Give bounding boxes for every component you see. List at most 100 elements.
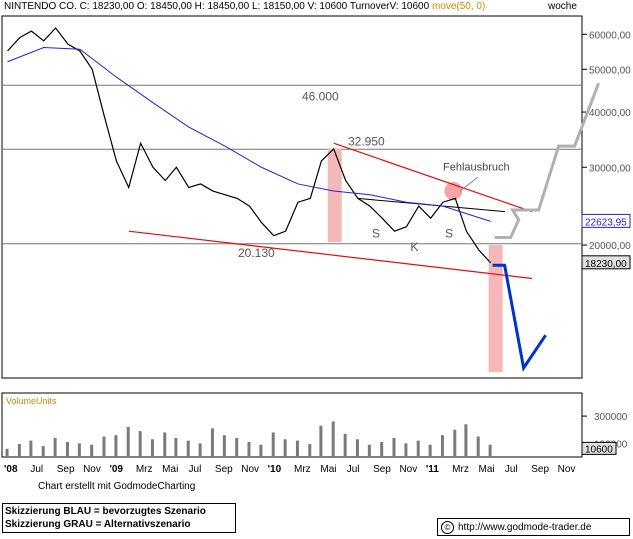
x-axis-label: Mrz <box>452 464 469 475</box>
blue-scenario-path <box>492 263 547 372</box>
volume-bar <box>77 443 81 457</box>
volume-bar <box>416 440 420 457</box>
level-label-46000: 46.000 <box>302 89 339 103</box>
price-tick-label: 60000,00 <box>589 30 631 41</box>
x-axis-label: Jul <box>189 464 202 475</box>
high-value: H: 18450,00 <box>194 1 250 12</box>
volume-bar <box>90 444 94 457</box>
turnover-value: TurnoverV: 10600 <box>349 1 430 12</box>
x-axis-label: Jul <box>505 464 518 475</box>
lower-trendline <box>128 230 533 280</box>
volume-bar <box>126 427 130 457</box>
volume-bar <box>163 432 167 457</box>
head-label: K <box>410 240 418 254</box>
volume-bar <box>453 429 457 457</box>
volume-title: VolumeUnits <box>6 396 57 406</box>
x-axis-label: Mai <box>162 464 178 475</box>
volume-bar <box>210 428 214 457</box>
volume-bar <box>102 436 106 457</box>
low-value: L: 18150,00 <box>251 1 305 12</box>
volume-bar <box>17 444 21 457</box>
volume-bar <box>331 421 335 457</box>
grey-scenario-path <box>494 82 601 240</box>
price-tick-label: 30000,00 <box>589 163 631 174</box>
volume-bar <box>65 442 69 457</box>
x-axis-label: Mrz <box>136 464 153 475</box>
source-url: http://www.godmode-trader.de <box>458 522 592 533</box>
volume-bar <box>5 448 9 457</box>
volume-bar <box>283 439 287 457</box>
period-label: woche <box>548 1 577 12</box>
breakout-label: Fehlausbruch <box>443 161 510 173</box>
x-axis-label: Sep <box>531 464 549 475</box>
x-axis-label: Sep <box>215 464 233 475</box>
volume-bar <box>343 433 347 457</box>
copyright-icon: © <box>441 521 454 534</box>
legend-grey: Skizzierung GRAU = Alternativszenario <box>5 519 191 530</box>
x-axis-label: '10 <box>268 464 282 475</box>
volume-bar <box>29 440 33 457</box>
price-tick-label: 20000,00 <box>589 241 631 252</box>
shoulder-label-right: S <box>445 227 453 241</box>
volume-value: V: 10600 <box>307 1 348 12</box>
x-axis-label: Mrz <box>294 464 311 475</box>
volume-bar <box>150 439 154 457</box>
volume-bar <box>247 442 251 457</box>
volume-bar <box>235 437 239 457</box>
shoulder-label-left: S <box>372 227 380 241</box>
volume-bar <box>174 437 178 457</box>
volume-bar <box>114 435 118 457</box>
breakout-arrow <box>459 176 479 192</box>
price-tick-label: 50000,00 <box>589 65 631 76</box>
volume-bar <box>476 436 480 457</box>
price-panel-frame <box>1 15 583 379</box>
volume-bar <box>138 431 142 457</box>
legend-blue: Skizzierung BLAU = bevorzugtes Szenario <box>5 506 206 517</box>
current-price-label: 18230,00 <box>585 259 627 270</box>
level-label-20130: 20.130 <box>238 246 275 260</box>
x-axis-label: Nov <box>241 464 259 475</box>
volume-current-label: 10600 <box>585 444 613 455</box>
volume-bar <box>259 444 263 457</box>
x-axis-label: Mai <box>479 464 495 475</box>
x-axis-label: Jul <box>30 464 43 475</box>
price-line <box>7 27 492 264</box>
x-axis-label: Jul <box>347 464 360 475</box>
volume-bar <box>295 440 299 457</box>
highlight-bar <box>327 148 342 243</box>
level-label-32950: 32.950 <box>348 134 385 148</box>
volume-current-tag <box>581 441 617 455</box>
volume-bar <box>488 444 492 457</box>
volume-panel-frame <box>1 392 583 458</box>
x-axis-label: Mai <box>320 464 336 475</box>
moving-average-line <box>7 47 491 222</box>
current-price-tag <box>581 255 631 270</box>
x-axis-label: '09 <box>109 464 123 475</box>
scenario-legend: Skizzierung BLAU = bevorzugtes Szenario … <box>2 503 236 533</box>
highlight-bar <box>488 245 503 372</box>
volume-bar <box>271 432 275 457</box>
chart-header: NINTENDO CO. C: 18230,00 O: 18450,00 H: … <box>4 1 485 12</box>
upper-trendline <box>333 142 533 213</box>
volume-bar <box>319 425 323 457</box>
close-value: C: 18230,00 <box>79 1 135 12</box>
volume-bar <box>355 439 359 457</box>
volume-bar <box>464 424 468 457</box>
source-link[interactable]: © http://www.godmode-trader.de <box>437 518 630 536</box>
volume-bar <box>428 444 432 457</box>
volume-bar <box>404 443 408 457</box>
open-value: O: 18450,00 <box>136 1 192 12</box>
volume-tick-label: 300000 <box>594 412 628 423</box>
ma-price-tag <box>581 213 631 228</box>
volume-bar <box>53 437 57 457</box>
x-axis-label: '08 <box>4 464 18 475</box>
volume-bar <box>367 444 371 457</box>
volume-bar <box>41 446 45 457</box>
x-axis-label: Nov <box>399 464 417 475</box>
volume-bar <box>222 435 226 457</box>
x-axis-label: Nov <box>83 464 101 475</box>
ma-price-label: 22623,95 <box>585 217 627 228</box>
x-axis-label: '11 <box>426 464 439 475</box>
symbol-label: NINTENDO CO. <box>4 1 77 12</box>
price-tick-label: 40000,00 <box>589 108 631 119</box>
